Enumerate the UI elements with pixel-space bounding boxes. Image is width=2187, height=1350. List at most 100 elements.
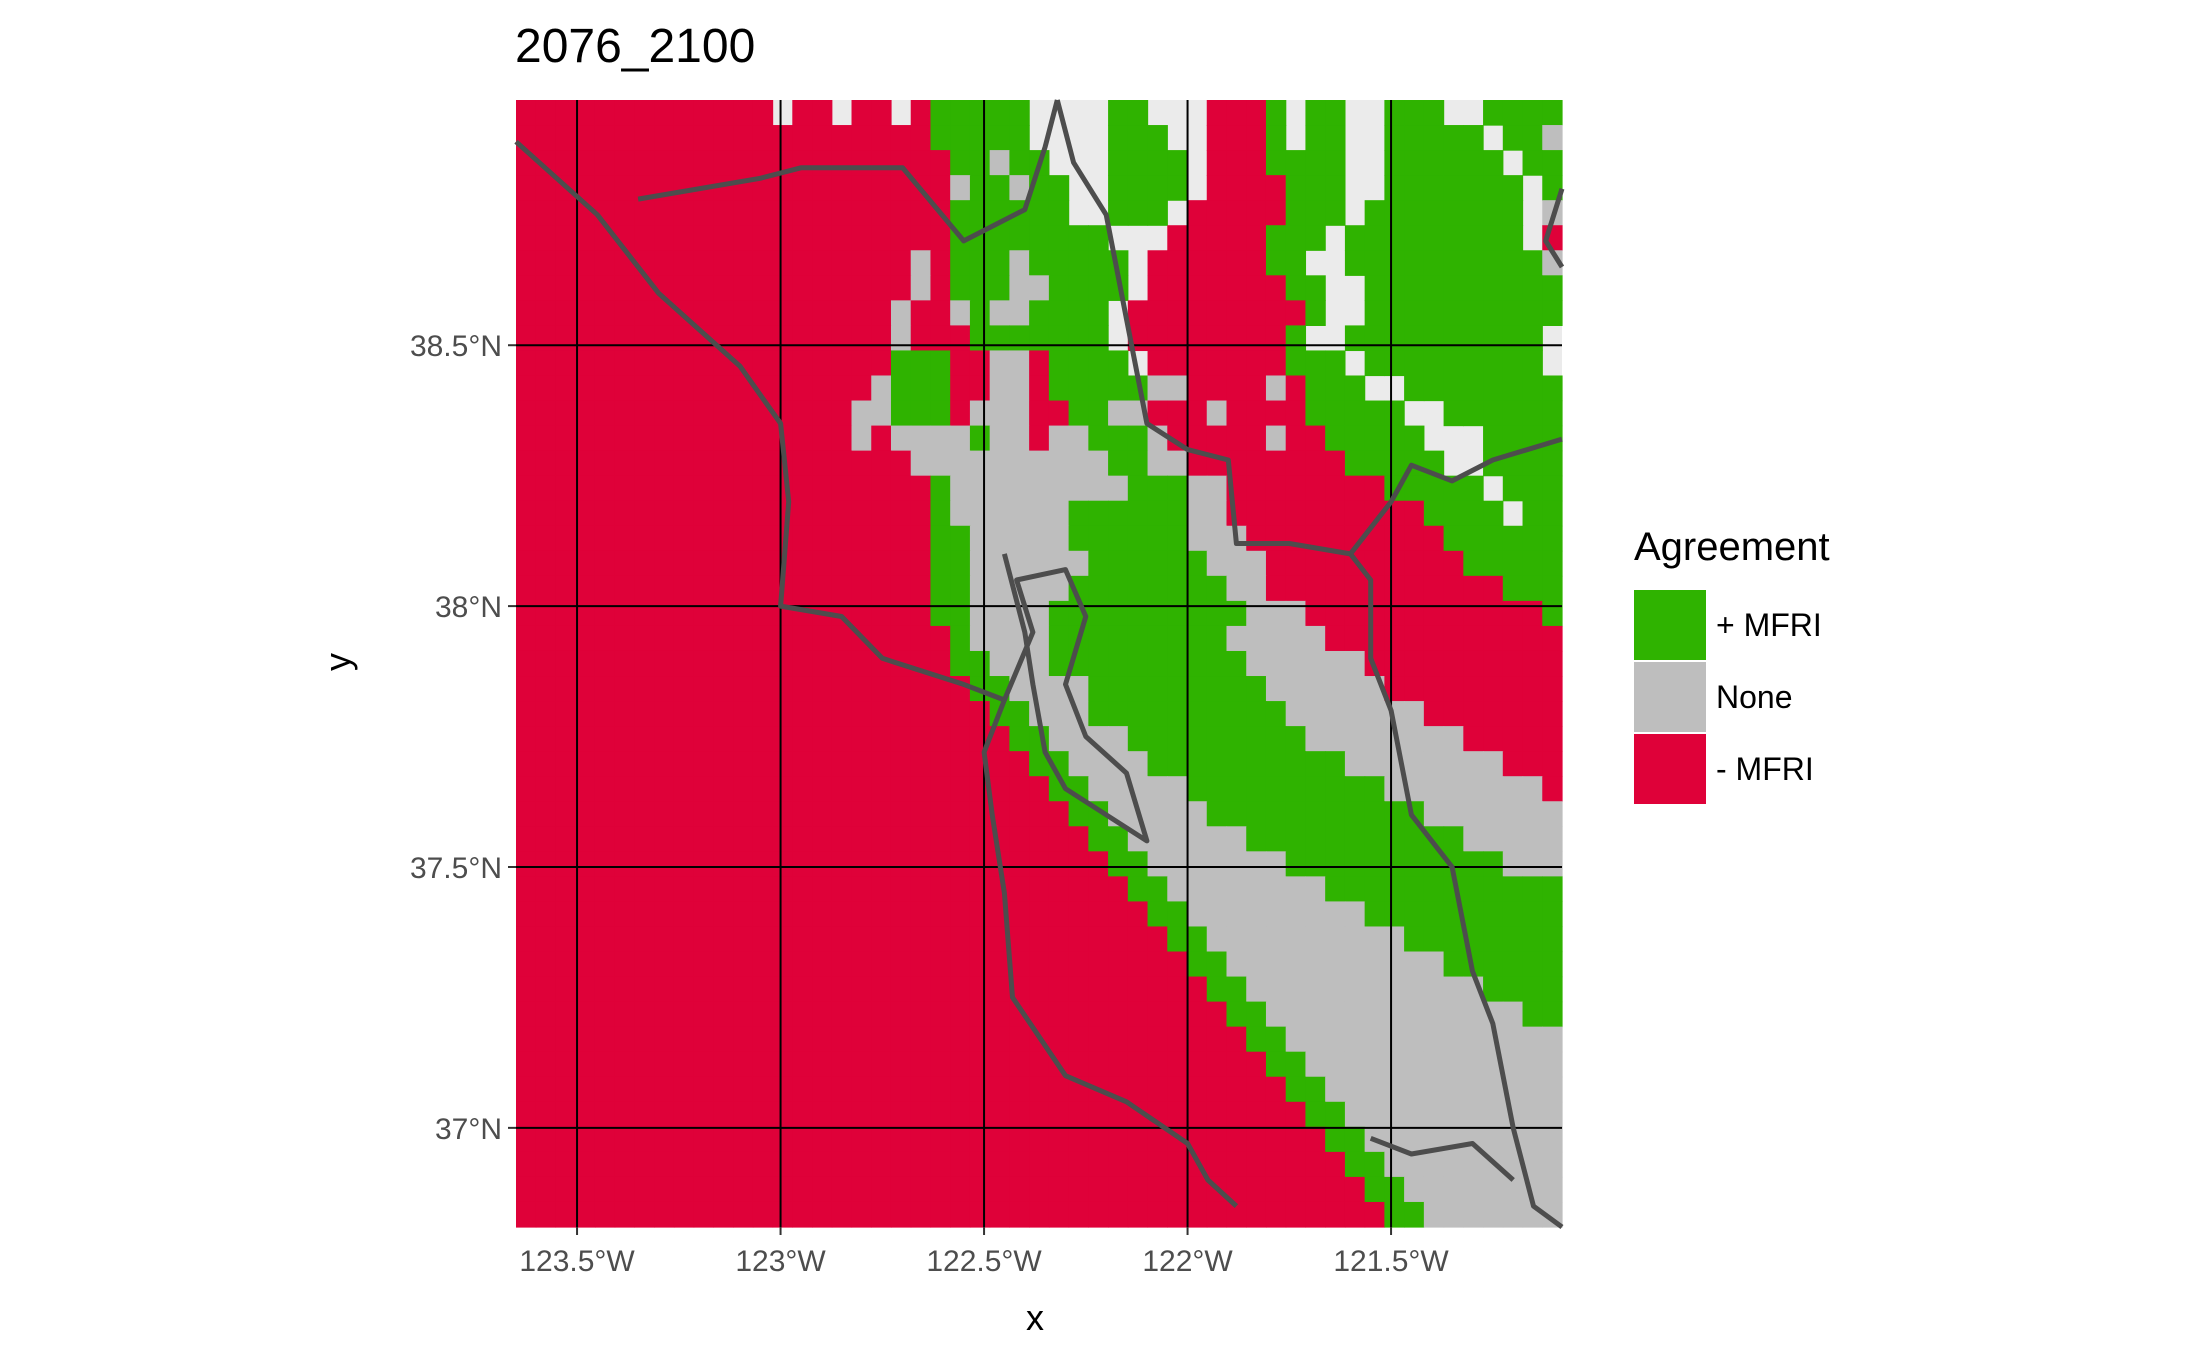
raster-cell xyxy=(594,650,616,677)
raster-cell xyxy=(1246,100,1267,126)
raster-cell xyxy=(1404,625,1425,652)
raster-cell xyxy=(1009,1051,1030,1078)
raster-cell xyxy=(1404,250,1425,276)
raster-cell xyxy=(1285,726,1307,752)
raster-cell xyxy=(989,776,1010,802)
raster-cell xyxy=(1226,375,1247,402)
raster-cell xyxy=(851,1051,872,1078)
raster-cell xyxy=(614,200,636,226)
raster-cell xyxy=(1246,575,1267,602)
raster-cell xyxy=(1522,100,1543,126)
raster-cell xyxy=(535,1001,557,1028)
raster-cell xyxy=(654,1026,675,1053)
raster-cell xyxy=(594,600,616,627)
raster-cell xyxy=(1147,625,1168,652)
raster-cell xyxy=(1443,225,1464,251)
raster-cell xyxy=(555,650,576,677)
raster-cell xyxy=(1404,125,1425,151)
raster-cell xyxy=(1265,400,1287,427)
raster-cell xyxy=(831,976,853,1003)
raster-cell xyxy=(930,1126,951,1153)
raster-cell xyxy=(693,450,714,477)
raster-cell xyxy=(733,1026,754,1053)
raster-cell xyxy=(1344,400,1366,427)
raster-cell xyxy=(1187,475,1208,502)
raster-cell xyxy=(634,951,655,978)
raster-cell xyxy=(1068,1051,1089,1078)
raster-cell xyxy=(1226,275,1247,301)
raster-cell xyxy=(890,1101,912,1128)
raster-cell xyxy=(1187,425,1208,452)
raster-cell xyxy=(871,1101,892,1128)
raster-cell xyxy=(1127,926,1149,953)
raster-cell xyxy=(812,175,833,201)
raster-cell xyxy=(1483,275,1504,301)
raster-cell xyxy=(772,751,793,777)
raster-cell xyxy=(1364,1001,1385,1028)
raster-cell xyxy=(713,625,734,652)
raster-cell xyxy=(1108,475,1129,502)
raster-cell xyxy=(693,150,714,176)
raster-cell xyxy=(1187,776,1208,802)
raster-cell xyxy=(713,400,734,427)
raster-cell xyxy=(950,876,971,903)
raster-cell xyxy=(594,300,616,326)
raster-cell xyxy=(1344,876,1366,903)
raster-cell xyxy=(969,1101,991,1128)
raster-cell xyxy=(1127,175,1149,201)
raster-cell xyxy=(594,776,616,802)
raster-cell xyxy=(575,726,596,752)
raster-cell xyxy=(1147,1126,1168,1153)
raster-cell xyxy=(713,475,734,502)
raster-cell xyxy=(1127,1001,1149,1028)
raster-cell xyxy=(535,625,557,652)
raster-cell xyxy=(594,1176,616,1203)
raster-cell xyxy=(516,1151,537,1178)
raster-cell xyxy=(772,375,793,402)
raster-cell xyxy=(614,550,636,577)
raster-cell xyxy=(673,876,695,903)
raster-cell xyxy=(1246,1001,1267,1028)
raster-cell xyxy=(1068,1001,1089,1028)
raster-cell xyxy=(812,225,833,251)
raster-cell xyxy=(1048,951,1070,978)
raster-cell xyxy=(1502,1026,1524,1053)
raster-cell xyxy=(634,600,655,627)
raster-cell xyxy=(1483,951,1504,978)
raster-cell xyxy=(594,1101,616,1128)
raster-cell xyxy=(1483,100,1504,126)
raster-cell xyxy=(812,125,833,151)
raster-cell xyxy=(1226,851,1247,877)
raster-cell xyxy=(535,325,557,352)
raster-cell xyxy=(1206,1051,1228,1078)
raster-cell xyxy=(831,175,853,201)
raster-cell xyxy=(1226,1076,1247,1103)
raster-cell xyxy=(969,550,991,577)
raster-cell xyxy=(1443,676,1464,702)
raster-cell xyxy=(1423,951,1445,978)
raster-cell xyxy=(792,1176,813,1203)
raster-cell xyxy=(752,1001,774,1028)
raster-cell xyxy=(1404,300,1425,326)
raster-cell xyxy=(752,851,774,877)
raster-cell xyxy=(1384,275,1405,301)
raster-cell xyxy=(1009,951,1030,978)
raster-cell xyxy=(1108,1126,1129,1153)
raster-cell xyxy=(594,726,616,752)
raster-cell xyxy=(851,826,872,852)
raster-cell xyxy=(1344,325,1366,352)
raster-cell xyxy=(1522,851,1543,877)
raster-cell xyxy=(930,951,951,978)
raster-cell xyxy=(535,1201,557,1228)
raster-cell xyxy=(575,1201,596,1228)
raster-cell xyxy=(1068,1026,1089,1053)
raster-cell xyxy=(594,1051,616,1078)
raster-cell xyxy=(594,125,616,151)
raster-cell xyxy=(930,1001,951,1028)
raster-cell xyxy=(634,1151,655,1178)
raster-cell xyxy=(950,425,971,452)
raster-cell xyxy=(654,475,675,502)
raster-cell xyxy=(871,475,892,502)
raster-cell xyxy=(1325,350,1346,377)
raster-cell xyxy=(772,1201,793,1228)
